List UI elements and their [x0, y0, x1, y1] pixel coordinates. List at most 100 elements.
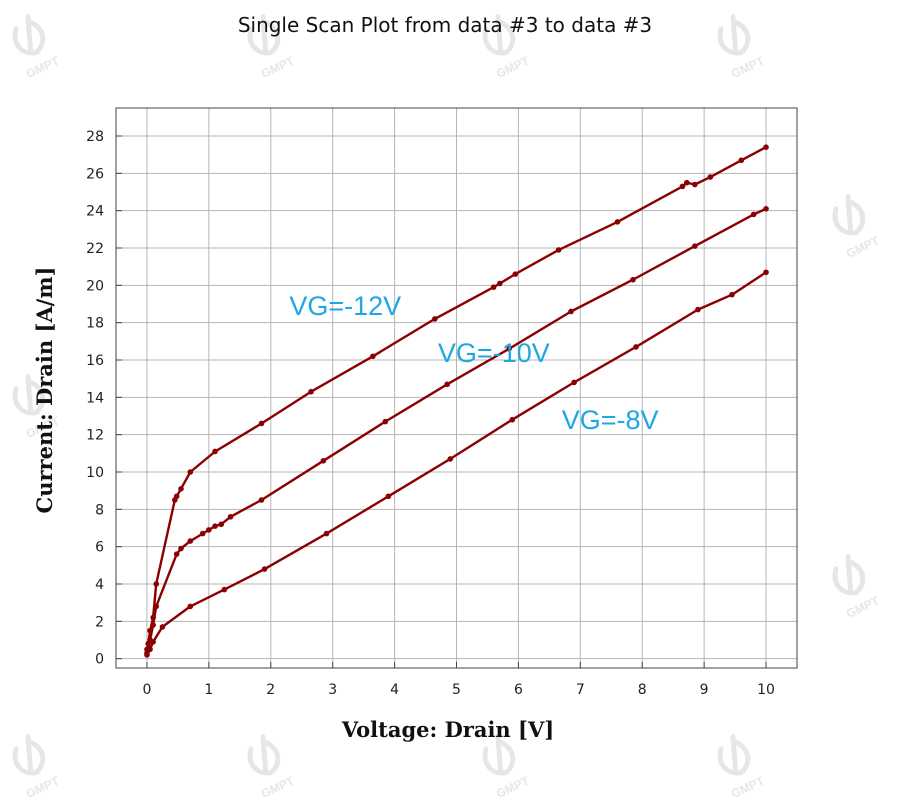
y-tick-label: 16 — [86, 353, 104, 369]
data-point — [187, 538, 194, 544]
watermark-logo: GMPT — [717, 14, 767, 81]
data-point — [750, 211, 757, 218]
x-tick-label: 9 — [700, 682, 709, 698]
x-tick-label: 2 — [266, 682, 275, 698]
x-tick-label: 4 — [390, 682, 399, 698]
data-point — [763, 206, 769, 212]
data-point — [695, 306, 701, 313]
series-annotation: VG=-10V — [438, 338, 550, 368]
data-point — [679, 183, 686, 190]
y-tick-label: 20 — [86, 278, 104, 294]
data-point — [385, 493, 392, 500]
data-point — [447, 456, 454, 462]
y-tick-label: 12 — [86, 428, 104, 444]
x-tick-label: 1 — [204, 682, 213, 698]
watermark-text: GMPT — [24, 773, 62, 800]
y-tick-label: 4 — [95, 577, 104, 593]
series-annotation: VG=-8V — [562, 405, 659, 435]
y-tick-label: 10 — [86, 465, 104, 481]
data-point — [159, 624, 166, 630]
data-point — [144, 652, 150, 658]
x-tick-label: 0 — [142, 682, 151, 698]
data-point — [187, 603, 194, 610]
data-point — [684, 179, 690, 186]
chart-title: Single Scan Plot from data #3 to data #3 — [238, 13, 652, 37]
data-point — [320, 458, 327, 464]
data-point — [763, 269, 769, 276]
data-point — [555, 247, 562, 253]
data-point — [370, 353, 376, 360]
data-point — [432, 316, 438, 322]
data-point — [506, 346, 512, 352]
data-point — [509, 416, 516, 423]
data-point — [173, 551, 180, 557]
data-point — [173, 493, 180, 500]
data-point — [692, 181, 698, 188]
y-tick-label: 28 — [86, 129, 104, 145]
data-point — [147, 646, 153, 653]
data-point — [763, 144, 769, 150]
watermark-text: GMPT — [24, 53, 62, 81]
watermark-text: GMPT — [494, 773, 532, 800]
data-point — [258, 420, 265, 427]
gridlines — [116, 108, 797, 668]
watermark-text: GMPT — [729, 53, 767, 81]
series-annotation: VG=-12V — [289, 291, 401, 321]
watermark-logo: GMPT — [832, 194, 882, 261]
data-point — [218, 521, 225, 528]
watermark-logo: GMPT — [717, 734, 767, 800]
y-tick-label: 18 — [86, 316, 104, 332]
data-point — [221, 586, 228, 593]
y-tick-label: 26 — [86, 166, 104, 182]
data-point — [187, 469, 194, 475]
y-tick-label: 2 — [95, 614, 104, 630]
data-point — [150, 622, 156, 628]
watermark-text: GMPT — [259, 773, 297, 800]
data-point — [571, 379, 577, 386]
data-point — [261, 566, 268, 572]
annotation-layer: VG=-12V VG=-10V VG=-8V — [289, 291, 658, 435]
data-point — [199, 530, 206, 537]
data-point — [323, 530, 330, 537]
series-layer — [144, 144, 769, 658]
data-point — [633, 344, 639, 350]
x-tick-label: 8 — [638, 682, 647, 698]
y-tick-label: 22 — [86, 241, 104, 257]
watermark-text: GMPT — [729, 773, 767, 800]
data-point — [497, 280, 503, 287]
x-axis-title: Voltage: Drain [V] — [341, 717, 554, 742]
data-point — [738, 157, 745, 164]
data-point — [707, 174, 714, 180]
data-point — [153, 581, 160, 587]
watermark-logo: GMPT — [482, 734, 532, 800]
data-point — [630, 276, 636, 283]
x-tick-label: 6 — [514, 682, 523, 698]
data-point — [444, 381, 451, 388]
data-point — [258, 497, 265, 503]
y-tick-label: 24 — [86, 204, 104, 220]
data-point — [178, 545, 184, 552]
watermark-text: GMPT — [259, 53, 297, 81]
y-tick-label: 6 — [95, 540, 104, 556]
x-tick-label: 3 — [328, 682, 337, 698]
data-point — [614, 219, 621, 225]
watermark-text: GMPT — [494, 53, 532, 81]
y-tick-label: 8 — [95, 502, 104, 518]
y-axis-title: Current: Drain [A/m] — [32, 267, 57, 514]
x-tick-label: 10 — [757, 682, 775, 698]
series-line — [145, 271, 767, 656]
data-point — [206, 527, 212, 533]
x-tick-label: 5 — [452, 682, 461, 698]
watermark-logo: GMPT — [12, 734, 62, 800]
watermark-logo: GMPT — [247, 734, 297, 800]
watermark-logo: GMPT — [832, 554, 882, 621]
watermark-text: GMPT — [844, 593, 882, 621]
data-point — [512, 271, 519, 277]
data-point — [212, 523, 218, 529]
x-tick-label: 7 — [576, 682, 585, 698]
y-tick-label: 0 — [95, 652, 104, 668]
y-tick-label: 14 — [86, 390, 104, 406]
data-point — [150, 639, 156, 645]
